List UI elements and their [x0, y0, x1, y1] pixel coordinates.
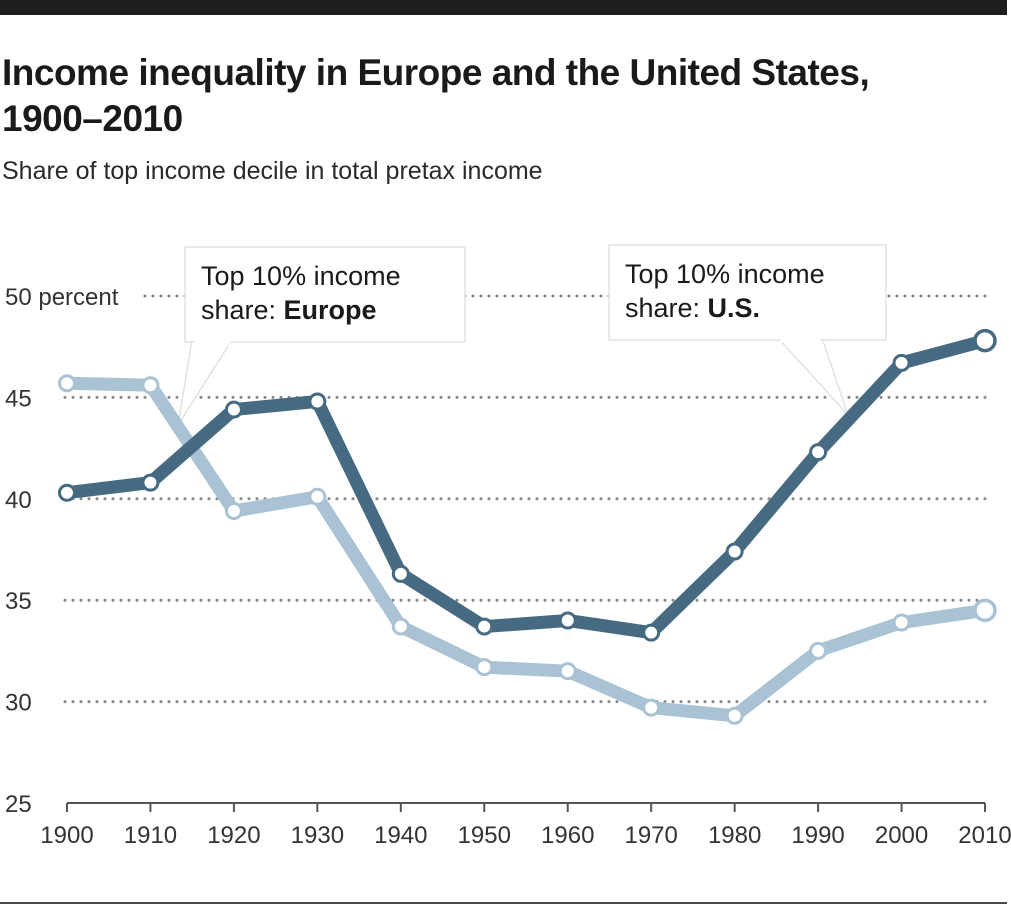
grid-layer: 25 30 35 40 45 50 percent [5, 284, 989, 818]
data-point [725, 542, 744, 561]
callout-series-name: Europe [284, 295, 377, 325]
series-europe [58, 374, 997, 725]
data-point [141, 376, 160, 395]
data-point [809, 641, 828, 660]
data-point [475, 617, 494, 636]
data-point [809, 443, 828, 462]
callout-seam [194, 339, 230, 345]
data-point [391, 617, 410, 636]
data-point [973, 598, 997, 623]
x-tick-label: 1930 [291, 822, 344, 849]
data-point [308, 392, 327, 411]
data-point [224, 400, 243, 419]
data-point [141, 473, 160, 492]
data-point [58, 374, 76, 393]
x-tick-label: 1900 [40, 822, 93, 849]
y-tick-label: 50 percent [5, 284, 119, 311]
y-tick-label: 25 [5, 791, 32, 818]
y-tick-label: 35 [5, 588, 32, 615]
series-line-us [60, 334, 992, 640]
series-us [58, 328, 997, 642]
series-layer [58, 328, 997, 725]
data-point [391, 564, 410, 583]
bottom-rule [0, 902, 1007, 904]
x-tick-label: 1970 [624, 822, 677, 849]
x-tick-label: 1980 [708, 822, 761, 849]
title-line-2: 1900–2010 [2, 98, 183, 139]
data-point [558, 662, 577, 681]
data-point [892, 353, 911, 372]
callout-series-name: U.S. [708, 293, 761, 323]
x-tick-label: 2000 [875, 822, 928, 849]
data-point [224, 501, 243, 520]
data-point [642, 698, 661, 717]
callout-pointer [776, 337, 849, 416]
y-tick-label: 40 [5, 487, 32, 514]
data-point [725, 706, 744, 725]
x-tick-label: 1960 [541, 822, 594, 849]
callout-text-line1: Top 10% income [201, 261, 401, 291]
callout-box [608, 244, 887, 341]
x-tick-label: 1990 [791, 822, 844, 849]
x-tick-label: 1920 [207, 822, 260, 849]
callout-box [184, 246, 466, 343]
data-point [58, 483, 76, 502]
x-tick-label: 1950 [458, 822, 511, 849]
data-point [973, 328, 997, 353]
series-line-europe [60, 376, 992, 723]
annotation-callout-us: Top 10% income share: U.S. [608, 244, 887, 416]
title-line-1: Income inequality in Europe and the Unit… [2, 52, 870, 93]
callout-seam [780, 337, 820, 343]
data-point [308, 487, 327, 506]
data-point [892, 613, 911, 632]
top-bar [0, 0, 1007, 15]
annotation-callout-europe: Top 10% income share: Europe [177, 246, 466, 426]
y-tick-label: 45 [5, 385, 32, 412]
callout-text-line2: share: Europe [201, 295, 377, 325]
callout-share-label: share: [625, 293, 708, 323]
x-tick-label: 1940 [374, 822, 427, 849]
callout-text-line2: share: U.S. [625, 293, 760, 323]
data-point [642, 623, 661, 642]
chart-title: Income inequality in Europe and the Unit… [2, 50, 1002, 142]
y-tick-label: 30 [5, 690, 32, 717]
callout-share-label: share: [201, 295, 284, 325]
chart-subtitle: Share of top income decile in total pret… [2, 157, 543, 185]
data-point [475, 658, 494, 677]
x-tick-label: 2010 [958, 822, 1011, 849]
x-tick-label: 1910 [124, 822, 177, 849]
data-point [558, 611, 577, 630]
x-axis: 1900 1910 1920 1930 1940 1950 1960 1970 1980 1990… [40, 802, 1011, 849]
callout-text-line1: Top 10% income [625, 259, 825, 289]
